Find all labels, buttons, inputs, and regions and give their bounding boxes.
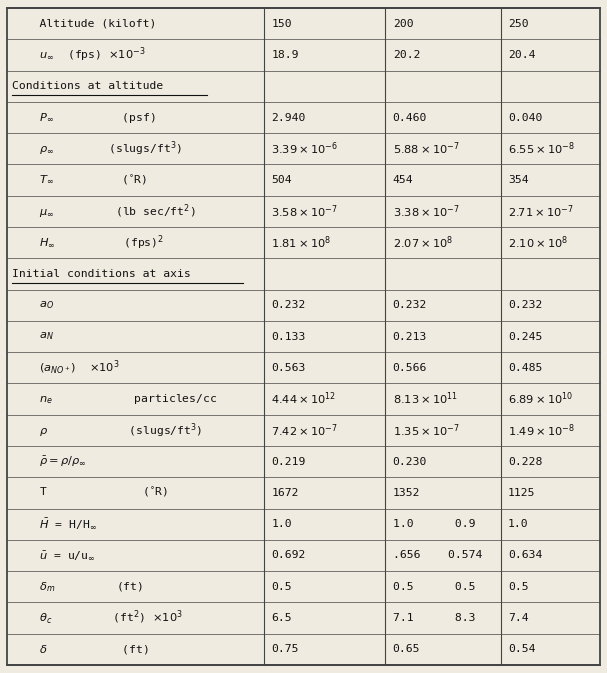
Text: 354: 354 <box>508 175 529 185</box>
Text: 1.0: 1.0 <box>271 519 292 529</box>
Text: $(a_{NO^+})$  $\times 10^{3}$: $(a_{NO^+})$ $\times 10^{3}$ <box>12 359 120 377</box>
Text: 0.232: 0.232 <box>271 300 306 310</box>
Text: 0.485: 0.485 <box>508 363 543 373</box>
Text: $\mu_{\infty}$         (lb sec/ft$^{2}$): $\mu_{\infty}$ (lb sec/ft$^{2}$) <box>12 202 195 221</box>
Text: $P_{\infty}$          (psf): $P_{\infty}$ (psf) <box>12 110 155 125</box>
Text: 0.230: 0.230 <box>393 456 427 466</box>
Text: 1.0      0.9: 1.0 0.9 <box>393 519 475 529</box>
Text: 20.4: 20.4 <box>508 50 535 60</box>
Text: 1125: 1125 <box>508 488 535 498</box>
Text: $\rho_{\infty}$        (slugs/ft$^{3}$): $\rho_{\infty}$ (slugs/ft$^{3}$) <box>12 139 182 158</box>
Text: 1672: 1672 <box>271 488 299 498</box>
Text: 18.9: 18.9 <box>271 50 299 60</box>
Text: $\delta_m$         (ft): $\delta_m$ (ft) <box>12 580 143 594</box>
Text: 250: 250 <box>508 19 529 29</box>
Text: 2.940: 2.940 <box>271 112 306 122</box>
Text: .656    0.574: .656 0.574 <box>393 551 482 561</box>
Text: $4.44 \times 10^{12}$: $4.44 \times 10^{12}$ <box>271 391 336 407</box>
Text: 0.563: 0.563 <box>271 363 306 373</box>
Text: $3.39 \times 10^{-6}$: $3.39 \times 10^{-6}$ <box>271 141 338 157</box>
Text: $6.89 \times 10^{10}$: $6.89 \times 10^{10}$ <box>508 391 573 407</box>
Text: 1352: 1352 <box>393 488 420 498</box>
Text: 20.2: 20.2 <box>393 50 420 60</box>
Text: Altitude (kiloft): Altitude (kiloft) <box>12 19 157 29</box>
Text: 0.54: 0.54 <box>508 644 535 654</box>
Text: 0.65: 0.65 <box>393 644 420 654</box>
Text: $7.42 \times 10^{-7}$: $7.42 \times 10^{-7}$ <box>271 422 338 439</box>
Text: T              ($^{\circ}$R): T ($^{\circ}$R) <box>12 487 168 499</box>
Text: $1.35 \times 10^{-7}$: $1.35 \times 10^{-7}$ <box>393 422 459 439</box>
Text: $\delta$           (ft): $\delta$ (ft) <box>12 643 149 656</box>
Text: $1.81 \times 10^{8}$: $1.81 \times 10^{8}$ <box>271 234 331 251</box>
Text: 0.75: 0.75 <box>271 644 299 654</box>
Text: 0.213: 0.213 <box>393 332 427 341</box>
Text: $2.71 \times 10^{-7}$: $2.71 \times 10^{-7}$ <box>508 203 574 219</box>
Text: 0.460: 0.460 <box>393 112 427 122</box>
Text: 6.5: 6.5 <box>271 613 292 623</box>
Text: $\bar{H}$ = H/H$_{\infty}$: $\bar{H}$ = H/H$_{\infty}$ <box>12 517 97 532</box>
Text: 504: 504 <box>271 175 292 185</box>
Text: $3.58 \times 10^{-7}$: $3.58 \times 10^{-7}$ <box>271 203 338 219</box>
Text: 0.219: 0.219 <box>271 456 306 466</box>
Text: $u_{\infty}$  (fps) $\times 10^{-3}$: $u_{\infty}$ (fps) $\times 10^{-3}$ <box>12 46 146 65</box>
Text: $5.88 \times 10^{-7}$: $5.88 \times 10^{-7}$ <box>393 141 459 157</box>
Text: 1.0: 1.0 <box>508 519 529 529</box>
Text: 0.634: 0.634 <box>508 551 543 561</box>
Text: $3.38 \times 10^{-7}$: $3.38 \times 10^{-7}$ <box>393 203 459 219</box>
Text: 200: 200 <box>393 19 413 29</box>
Text: $a_N$: $a_N$ <box>12 330 54 343</box>
Text: 0.245: 0.245 <box>508 332 543 341</box>
Text: 0.232: 0.232 <box>508 300 543 310</box>
Text: 0.5      0.5: 0.5 0.5 <box>393 581 475 592</box>
Text: Initial conditions at axis: Initial conditions at axis <box>12 269 191 279</box>
Text: 0.232: 0.232 <box>393 300 427 310</box>
Text: 7.1      8.3: 7.1 8.3 <box>393 613 475 623</box>
Text: 0.228: 0.228 <box>508 456 543 466</box>
Text: 0.5: 0.5 <box>508 581 529 592</box>
Text: Conditions at altitude: Conditions at altitude <box>12 81 163 92</box>
Text: 0.133: 0.133 <box>271 332 306 341</box>
Text: 150: 150 <box>271 19 292 29</box>
Text: 454: 454 <box>393 175 413 185</box>
Text: $\bar{u}$ = u/u$_{\infty}$: $\bar{u}$ = u/u$_{\infty}$ <box>12 549 96 562</box>
Text: $H_{\infty}$          (fps)$^{2}$: $H_{\infty}$ (fps)$^{2}$ <box>12 234 164 252</box>
Text: $1.49 \times 10^{-8}$: $1.49 \times 10^{-8}$ <box>508 422 575 439</box>
Text: 0.040: 0.040 <box>508 112 543 122</box>
Text: 0.5: 0.5 <box>271 581 292 592</box>
Text: $6.55 \times 10^{-8}$: $6.55 \times 10^{-8}$ <box>508 141 575 157</box>
Text: 0.692: 0.692 <box>271 551 306 561</box>
Text: $\rho$            (slugs/ft$^{3}$): $\rho$ (slugs/ft$^{3}$) <box>12 421 203 439</box>
Text: $T_{\infty}$          ($^{\circ}$R): $T_{\infty}$ ($^{\circ}$R) <box>12 174 148 186</box>
Text: 7.4: 7.4 <box>508 613 529 623</box>
Text: $a_O$: $a_O$ <box>12 299 55 311</box>
Text: $2.07 \times 10^{8}$: $2.07 \times 10^{8}$ <box>393 234 453 251</box>
Text: 0.566: 0.566 <box>393 363 427 373</box>
Text: $n_e$            particles/cc: $n_e$ particles/cc <box>12 392 217 406</box>
Text: $\bar{\rho} = \rho/\rho_{\infty}$: $\bar{\rho} = \rho/\rho_{\infty}$ <box>12 454 87 468</box>
Text: $\theta_c$         (ft$^{2}$) $\times 10^{3}$: $\theta_c$ (ft$^{2}$) $\times 10^{3}$ <box>12 609 183 627</box>
Text: $2.10 \times 10^{8}$: $2.10 \times 10^{8}$ <box>508 234 568 251</box>
Text: $8.13 \times 10^{11}$: $8.13 \times 10^{11}$ <box>393 391 458 407</box>
